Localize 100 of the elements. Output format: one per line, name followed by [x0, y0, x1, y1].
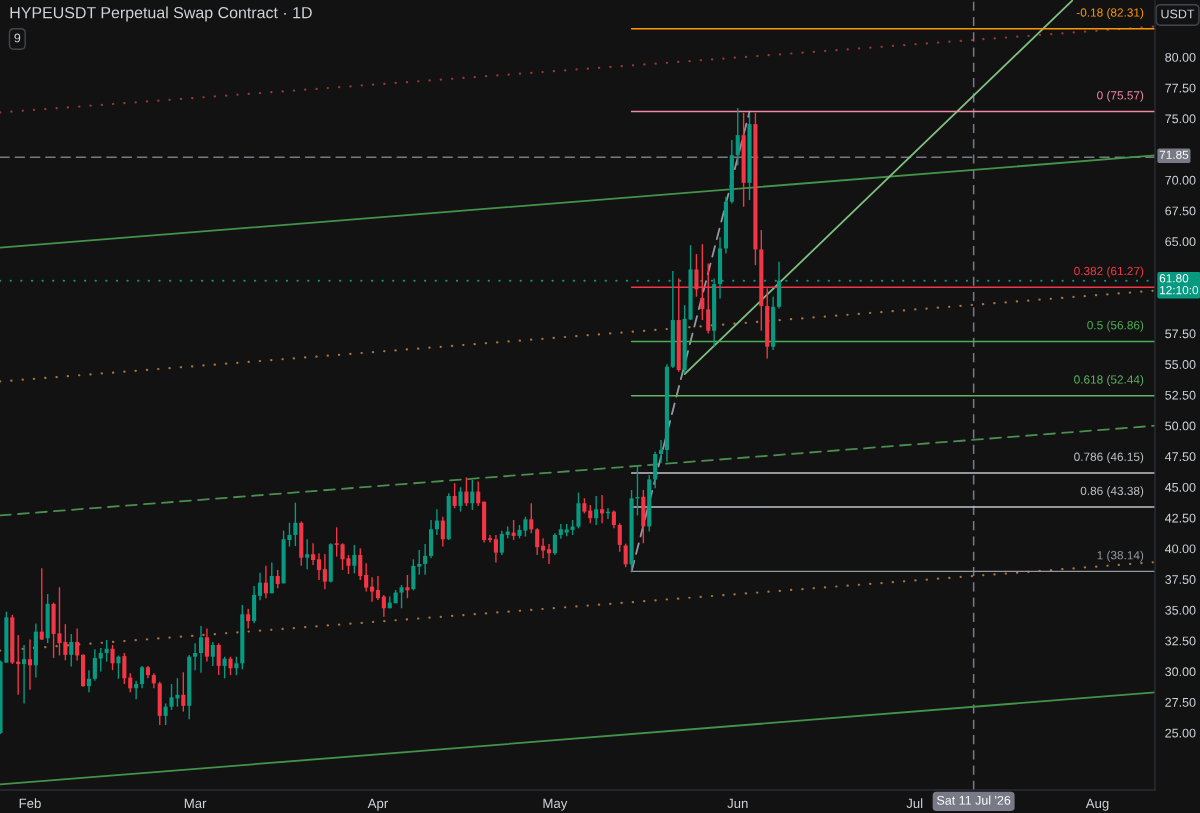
y-tick-label: 65.00	[1165, 237, 1196, 247]
candlestick	[22, 644, 27, 705]
candlestick	[116, 654, 121, 680]
candlestick	[458, 486, 463, 513]
y-tick-label: 77.50	[1165, 83, 1196, 93]
candlestick	[275, 569, 280, 589]
candlestick	[204, 627, 209, 663]
candlestick	[228, 656, 233, 676]
annotation: 9	[14, 33, 21, 43]
y-tick-label: 47.50	[1165, 452, 1196, 462]
candlestick	[423, 543, 428, 576]
candlestick	[222, 656, 227, 680]
y-tick-label: 50.00	[1165, 421, 1196, 431]
candlestick	[594, 495, 599, 526]
candlestick	[499, 529, 504, 556]
series-label: 1 (38.14)	[1097, 550, 1144, 562]
series-label: 0.86 (43.38)	[1080, 486, 1144, 498]
candlestick	[98, 647, 103, 673]
chart-title: HYPEUSDT Perpetual Swap Contract · 1D	[10, 6, 312, 22]
candlestick	[470, 479, 475, 511]
series-label: -0.18 (82.31)	[1076, 8, 1144, 20]
ref-line-label: Sat 11 Jul '26	[936, 795, 1011, 805]
y-tick-label: 42.50	[1165, 513, 1196, 523]
candlestick	[493, 534, 498, 564]
y-tick-label: 25.00	[1165, 728, 1196, 738]
candlestick	[128, 672, 133, 694]
x-tick-label: May	[543, 798, 568, 811]
x-tick-label: Mar	[184, 798, 207, 809]
candlestick	[546, 543, 552, 565]
candlestick	[163, 702, 168, 726]
candlestick	[316, 552, 322, 581]
y-tick-label: 40.00	[1165, 544, 1196, 554]
candlestick	[588, 504, 593, 524]
candlestick	[193, 642, 198, 671]
candlestick	[358, 547, 363, 581]
candlestick	[263, 565, 268, 600]
y-tick-label: 67.50	[1165, 206, 1196, 216]
candlestick	[122, 652, 127, 685]
x-tick-label: Aug	[1085, 798, 1109, 811]
ref-line-label: 61.80 12:10:0	[1159, 274, 1199, 295]
y-axis-title: USDT	[1161, 9, 1195, 19]
candlestick	[411, 558, 416, 592]
candlestick	[452, 482, 457, 509]
candlestick	[269, 561, 274, 594]
candlestick	[352, 544, 357, 574]
candlestick	[375, 575, 381, 601]
y-tick-label: 75.00	[1165, 114, 1196, 124]
candlestick	[364, 562, 369, 593]
candlestick	[92, 648, 97, 682]
candlestick	[541, 537, 546, 559]
candlestick	[257, 571, 263, 601]
y-tick-label: 55.00	[1165, 360, 1196, 369]
y-tick-label: 32.50	[1165, 636, 1196, 646]
candlestick	[216, 642, 221, 676]
candlestick	[369, 576, 375, 603]
ref-line-label: 71.85	[1159, 150, 1189, 159]
candlestick	[464, 476, 469, 507]
candlestick	[417, 549, 422, 576]
candlestick	[381, 594, 386, 618]
candlestick	[658, 439, 664, 465]
candlestick	[69, 633, 74, 668]
y-tick-label: 35.00	[1165, 605, 1196, 615]
candlestick	[311, 542, 316, 566]
candlestick	[623, 542, 628, 568]
candlestick	[139, 665, 145, 689]
series-label: 0 (75.57)	[1097, 90, 1144, 102]
series-label: 0.382 (61.27)	[1074, 266, 1144, 278]
x-tick-label: Apr	[367, 798, 388, 811]
y-tick-label: 27.50	[1165, 697, 1196, 707]
candlestick	[600, 494, 605, 524]
y-tick-label: 80.00	[1165, 52, 1196, 62]
y-tick-label: 70.00	[1165, 175, 1196, 185]
candlestick	[305, 538, 310, 570]
candlestick	[110, 644, 115, 671]
candlestick	[334, 526, 339, 558]
candlestick	[322, 553, 327, 590]
y-tick-label: 45.00	[1165, 482, 1196, 492]
candlestick	[529, 502, 534, 534]
candlestick	[293, 501, 298, 547]
candlestick	[246, 608, 251, 630]
candlestick	[535, 527, 540, 556]
x-tick-label: Jun	[727, 798, 748, 809]
candlestick	[27, 638, 33, 691]
series-label: 0.786 (46.15)	[1074, 452, 1144, 464]
x-tick-label: Feb	[19, 798, 41, 809]
series-label: 0.5 (56.86)	[1087, 320, 1144, 332]
x-tick-label: Jul	[906, 798, 923, 809]
candlestick	[405, 574, 410, 599]
candlestick	[476, 480, 481, 507]
candlestick	[210, 641, 215, 667]
candlestick	[86, 669, 92, 694]
y-tick-label: 30.00	[1165, 667, 1196, 677]
y-tick-label: 57.50	[1165, 329, 1196, 339]
candlestick	[735, 107, 740, 166]
candlestick	[181, 671, 186, 713]
candlestick	[487, 534, 493, 544]
y-tick-label: 37.50	[1165, 575, 1196, 584]
candlestick	[552, 532, 557, 556]
candlestick	[576, 491, 581, 529]
candlestick	[198, 625, 204, 674]
